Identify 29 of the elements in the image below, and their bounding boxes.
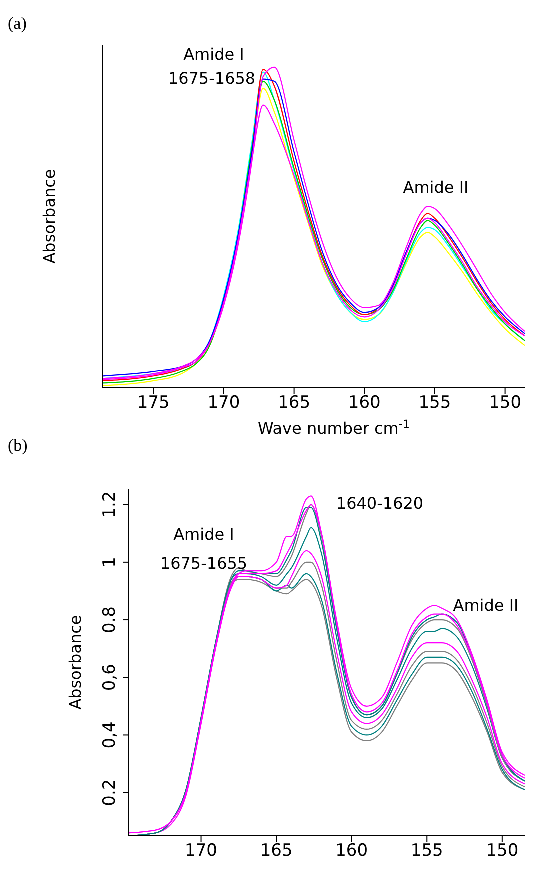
y-tick-label: 1.2 bbox=[100, 491, 120, 518]
y-tick-label: 0.8 bbox=[100, 606, 120, 634]
x-tick-label: 175 bbox=[137, 393, 170, 414]
x-tick-label: 165 bbox=[278, 393, 311, 414]
x-tick-label: 170 bbox=[208, 393, 240, 414]
x-tick-label: 150 bbox=[486, 841, 519, 862]
annotation: 1675-1655 bbox=[160, 554, 248, 573]
y-tick-label: 0.2 bbox=[100, 779, 120, 806]
chart-title: (b) bbox=[8, 436, 28, 456]
text: Amide I bbox=[184, 45, 244, 64]
y-axis-title: Absorbance bbox=[40, 169, 59, 264]
y-tick-label: 1 bbox=[100, 557, 120, 568]
y-axis-title: Absorbance bbox=[66, 615, 85, 710]
x-tick-label: 155 bbox=[418, 393, 452, 414]
annotation: Amide II bbox=[403, 178, 469, 197]
annotation: Amide II bbox=[453, 596, 519, 615]
x-tick-label: 165 bbox=[260, 841, 293, 862]
x-tick-label: 160 bbox=[348, 393, 381, 414]
annotation: 1640-1620 bbox=[336, 494, 424, 513]
annotation: Amide I bbox=[174, 525, 234, 544]
x-tick-label: 170 bbox=[185, 841, 218, 862]
y-tick-label: 0,4 bbox=[100, 722, 120, 749]
x-tick-label: 155 bbox=[410, 841, 444, 862]
x-axis-title: Wave number cm$^{-1}$ bbox=[258, 418, 410, 438]
x-tick-label: 160 bbox=[336, 841, 368, 862]
chart-title: (a) bbox=[8, 14, 27, 34]
annotation: 1675-1658 bbox=[168, 69, 256, 88]
y-tick-label: 0,6 bbox=[100, 664, 120, 692]
x-tick-label: 150 bbox=[489, 393, 522, 414]
